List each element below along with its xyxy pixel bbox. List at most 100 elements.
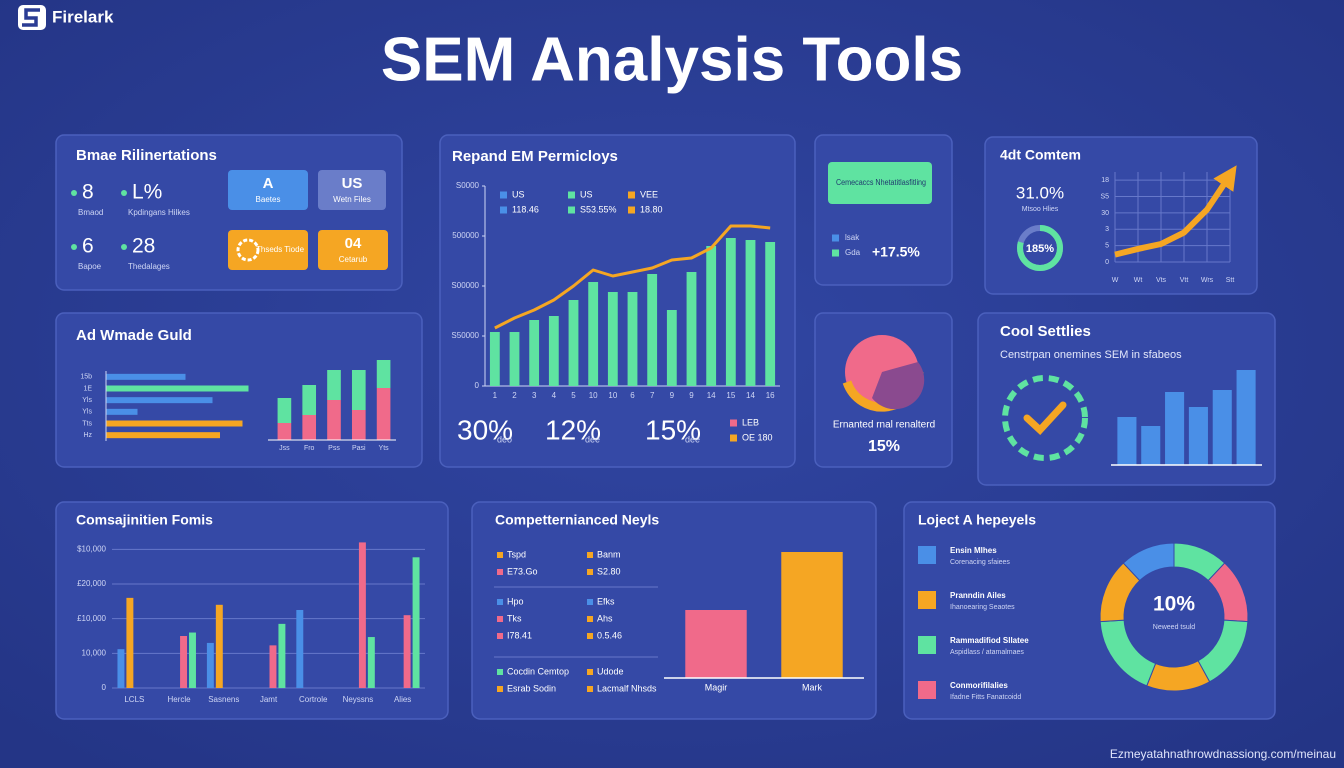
stat-icon <box>121 190 127 196</box>
bar <box>706 246 717 386</box>
legend-label: Ensin Mlhes <box>950 546 997 555</box>
signal-label: lsak <box>845 233 860 242</box>
bar-segment <box>302 385 317 415</box>
legend-swatch <box>918 681 936 699</box>
tile-label: Wetn Files <box>333 195 371 204</box>
bar <box>358 542 366 688</box>
legend-swatch <box>497 599 503 605</box>
x-tick-label: 14 <box>707 391 716 400</box>
y-tick-label: S0000 <box>456 181 480 190</box>
donut-center: 10% <box>1153 593 1195 616</box>
bar <box>725 238 736 386</box>
panel <box>471 501 877 720</box>
ring-arc <box>1017 225 1063 271</box>
bar <box>1236 370 1256 465</box>
bar <box>765 242 776 386</box>
bar <box>548 316 559 386</box>
bar <box>403 615 411 688</box>
bar-segment <box>327 400 341 440</box>
tile-value: US <box>342 175 363 192</box>
legend-swatch <box>587 686 593 692</box>
brand-icon-mark <box>22 8 40 27</box>
panel-subtitle: Censtrpan onemines SEM in sfabeos <box>1000 349 1182 361</box>
note: OE 180 <box>742 432 773 442</box>
bar <box>106 397 213 404</box>
x-tick-label: 14 <box>746 391 755 400</box>
x-tick-label: Pss <box>328 445 340 452</box>
y-tick-label: S00000 <box>451 281 479 290</box>
x-tick-label: 15 <box>726 391 735 400</box>
bar <box>296 610 304 688</box>
ring-wedge <box>872 362 925 410</box>
bar <box>215 604 223 688</box>
bar <box>106 385 249 392</box>
stat-label: Thedalages <box>128 262 170 271</box>
legend-label: Pranndin Ailes <box>950 591 1006 600</box>
x-tick-label: 1 <box>493 391 498 400</box>
bar <box>1141 426 1161 465</box>
y-tick-label: Yls <box>82 409 92 416</box>
x-tick-label: Fro <box>304 445 315 452</box>
bar <box>206 642 214 688</box>
panel-title: Cool Settlies <box>1000 323 1091 340</box>
x-tick-label: Neyssns <box>343 695 374 704</box>
panel <box>55 501 449 720</box>
y-tick-label: $10,000 <box>77 544 106 553</box>
legend-swatch <box>497 633 503 639</box>
bar-segment <box>376 360 391 388</box>
tile <box>318 170 386 210</box>
panel-title: Bmae Rilinertations <box>76 147 217 164</box>
bar <box>126 597 134 688</box>
x-tick-label: Stt <box>1226 277 1235 284</box>
chart-title: Repand EM Permicloys <box>452 148 618 165</box>
item-label: Hpo <box>507 596 524 606</box>
y-tick-label: 18 <box>1101 177 1109 184</box>
legend-note: Aspidlass / atamalmaes <box>950 649 1024 656</box>
y-tick-label: S50000 <box>451 331 479 340</box>
legend-swatch <box>500 191 507 199</box>
bar <box>367 637 375 688</box>
x-tick-label: 3 <box>532 391 537 400</box>
legend-note: Ifadne Fitts Fanatcoidd <box>950 694 1021 701</box>
note: LEB <box>742 417 759 427</box>
y-tick-label: Hz <box>83 432 92 439</box>
ring-value: 15% <box>868 438 900 455</box>
tile-value: A <box>263 175 274 192</box>
item-label: 0.5.46 <box>597 630 622 640</box>
x-tick-label: LCLS <box>124 695 144 704</box>
legend-label: Rammadifiod Sllatee <box>950 636 1029 645</box>
bar <box>489 332 500 386</box>
y-tick-label: 0 <box>1105 259 1109 266</box>
item-label: I78.41 <box>507 630 532 640</box>
legend-label: VEE <box>640 189 658 199</box>
tile <box>228 170 308 210</box>
item-label: Tspd <box>507 549 526 559</box>
bar <box>412 557 420 688</box>
legend-swatch <box>832 249 839 257</box>
x-tick-label: Vtt <box>1180 277 1189 284</box>
item-label: Cocdin Cemtop <box>507 666 569 676</box>
y-tick-label: 15b <box>80 374 92 381</box>
legend-swatch <box>587 669 593 675</box>
legend-swatch <box>628 206 635 214</box>
y-tick-label: 30 <box>1101 210 1109 217</box>
stat-label: Bapoe <box>78 262 102 271</box>
legend-swatch <box>587 616 593 622</box>
bar <box>106 432 220 439</box>
x-tick-label: W <box>1112 277 1119 284</box>
bar <box>189 632 196 688</box>
stat-value: L% <box>132 181 162 204</box>
bar-segment <box>277 398 292 423</box>
legend-swatch <box>918 546 936 564</box>
signal-label: Gda <box>845 248 861 257</box>
tile-label: Thseds Tiode <box>256 245 305 254</box>
legend-swatch <box>587 599 593 605</box>
bar <box>1165 392 1185 465</box>
stat-value: 15% <box>645 414 701 445</box>
item-label: Tks <box>507 613 522 623</box>
x-tick-label: 2 <box>512 391 517 400</box>
bar <box>529 320 540 386</box>
bar-segment <box>327 370 341 400</box>
x-tick-label: 7 <box>650 391 655 400</box>
